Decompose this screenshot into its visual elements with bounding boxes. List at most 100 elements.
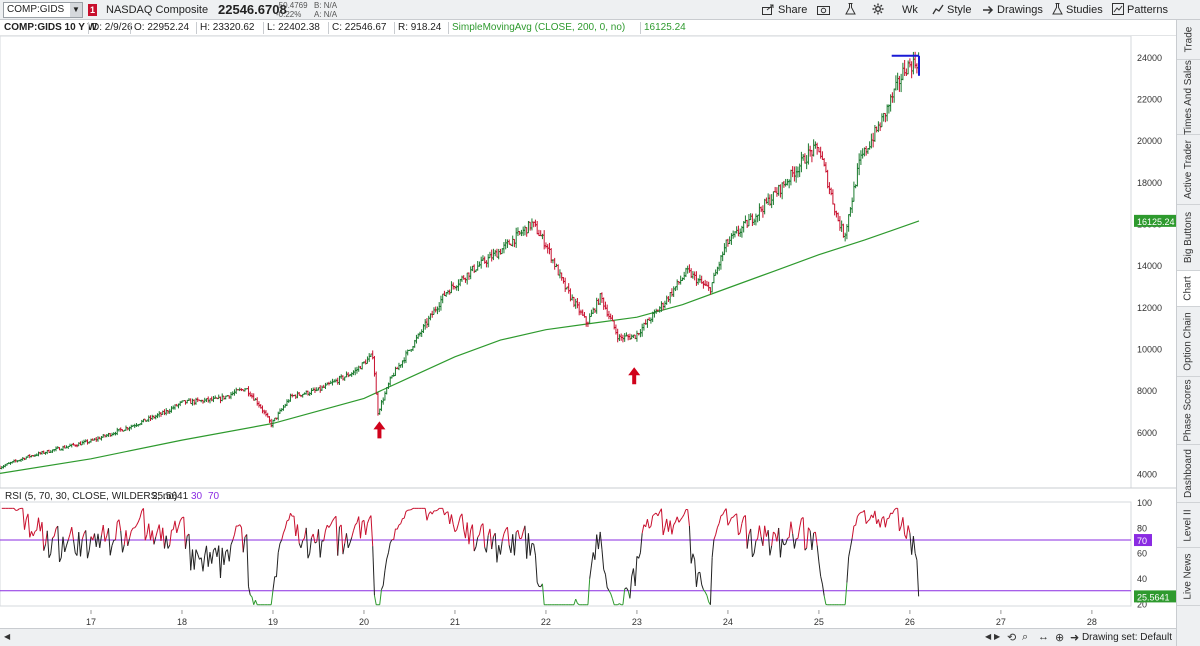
drawings-button[interactable]: Drawings bbox=[982, 0, 1043, 20]
bar-close: C: 22546.67 bbox=[332, 22, 387, 33]
tab-dashboard[interactable]: Dashboard bbox=[1177, 445, 1200, 503]
rsi-segment bbox=[673, 521, 676, 526]
tab-level-ii[interactable]: Level II bbox=[1177, 503, 1200, 548]
rsi-segment bbox=[24, 518, 27, 530]
settings-button[interactable] bbox=[872, 0, 887, 20]
net-change-percent: -0.22% bbox=[276, 10, 302, 19]
chart-area[interactable]: 4000600080001000012000140001600018000200… bbox=[0, 36, 1176, 628]
patterns-button[interactable]: Patterns bbox=[1112, 0, 1168, 20]
rsi-segment bbox=[779, 538, 783, 558]
symbol-input[interactable]: COMP:GIDS ▼ bbox=[3, 2, 83, 18]
tab-live-news[interactable]: Live News bbox=[1177, 548, 1200, 606]
snapshot-button[interactable] bbox=[817, 0, 833, 20]
chart-footer: ◀ ◀ ▶ ⟲ ⌕ ↔ ⊕ ➜ Drawing set: Default bbox=[0, 628, 1176, 646]
rsi-segment bbox=[536, 582, 540, 587]
rsi-segment bbox=[807, 527, 811, 531]
rsi-segment bbox=[232, 534, 235, 541]
arrow-right-icon[interactable]: ➜ bbox=[1070, 632, 1080, 644]
drawings[interactable] bbox=[373, 54, 920, 439]
sma-series bbox=[0, 220, 920, 474]
symbol-dropdown-icon[interactable]: ▼ bbox=[70, 3, 82, 17]
divider bbox=[394, 22, 395, 34]
rsi-segment bbox=[183, 516, 186, 549]
rsi-segment bbox=[475, 537, 479, 548]
rsi-segment bbox=[680, 516, 683, 520]
expand-icon[interactable]: ↔ bbox=[1038, 631, 1049, 643]
rsi-segment bbox=[461, 513, 465, 530]
rsi-segment bbox=[403, 511, 407, 519]
rsi-segment bbox=[478, 525, 482, 535]
bar-range: R: 918.24 bbox=[398, 22, 442, 33]
crosshair-icon[interactable]: ⊕ bbox=[1055, 632, 1065, 644]
flask-button[interactable] bbox=[845, 0, 859, 20]
drawing-set-selector[interactable]: Drawing set: Default bbox=[1081, 632, 1172, 643]
rsi-segment bbox=[660, 508, 664, 535]
rsi-segment bbox=[597, 531, 601, 550]
tab-active-trader[interactable]: Active Trader bbox=[1177, 135, 1200, 205]
rsi-segment bbox=[57, 526, 60, 562]
studies-button[interactable]: Studies bbox=[1052, 0, 1103, 20]
alert-badge[interactable]: 1 bbox=[88, 4, 97, 16]
aggregation-label: Wk bbox=[902, 4, 918, 16]
style-button[interactable]: Style bbox=[932, 0, 971, 20]
rsi-segment bbox=[144, 534, 148, 541]
chart-title[interactable]: COMP:GIDS 10 Y W bbox=[4, 22, 97, 33]
tab-chart[interactable]: Chart bbox=[1177, 271, 1200, 307]
rsi-segment bbox=[806, 527, 809, 548]
rsi-segment bbox=[709, 557, 713, 605]
rsi-segment bbox=[520, 531, 524, 539]
rsi-segment bbox=[188, 533, 192, 571]
rsi-segment bbox=[529, 543, 533, 556]
rsi-segment bbox=[155, 530, 158, 538]
rsi-segment bbox=[205, 545, 209, 567]
rsi-segment bbox=[452, 524, 456, 532]
rsi-study-label[interactable]: RSI (5, 70, 30, CLOSE, WILDERS, no) bbox=[5, 491, 177, 502]
rsi-segment bbox=[912, 536, 916, 554]
reset-icon[interactable]: ⟲ bbox=[1007, 632, 1017, 644]
rsi-segment bbox=[526, 533, 529, 559]
tab-phase-scores[interactable]: Phase Scores bbox=[1177, 377, 1200, 445]
rsi-segment bbox=[107, 528, 111, 556]
tab-trade[interactable]: Trade bbox=[1177, 20, 1200, 60]
rsi-segment bbox=[275, 552, 279, 577]
rsi-segment bbox=[351, 530, 354, 538]
rsi-segment bbox=[76, 532, 80, 556]
rsi-segment bbox=[575, 598, 578, 604]
sma-study-label[interactable]: SimpleMovingAvg (CLOSE, 200, 0, no) bbox=[452, 22, 626, 33]
rsi-segment bbox=[494, 533, 498, 563]
scroll-left-icon[interactable]: ◀ bbox=[4, 632, 11, 641]
drawings-label: Drawings bbox=[997, 4, 1043, 16]
tab-option-chain[interactable]: Option Chain bbox=[1177, 307, 1200, 377]
zoom-icon[interactable]: ⌕ bbox=[1022, 631, 1029, 643]
tab-big-buttons[interactable]: Big Buttons bbox=[1177, 205, 1200, 271]
rsi-segment bbox=[662, 527, 666, 536]
rsi-segment bbox=[499, 541, 503, 555]
rsi-segment bbox=[863, 510, 867, 524]
rsi-segment bbox=[307, 553, 311, 559]
rsi-segment bbox=[608, 590, 612, 594]
share-button[interactable]: Share bbox=[762, 0, 807, 20]
rsi-segment bbox=[410, 507, 414, 511]
tab-times-and-sales[interactable]: Times And Sales bbox=[1177, 60, 1200, 135]
rsi-segment bbox=[233, 525, 237, 535]
rsi-segment bbox=[393, 528, 396, 540]
rsi-segment bbox=[162, 527, 165, 549]
scroll-right-icon[interactable]: ▶ bbox=[994, 632, 1001, 641]
rsi-segment bbox=[286, 519, 289, 522]
rsi-segment bbox=[109, 545, 113, 556]
rsi-segment bbox=[342, 543, 346, 555]
bar-open: O: 22952.24 bbox=[134, 22, 190, 33]
rsi-segment bbox=[503, 529, 507, 534]
divider bbox=[448, 22, 449, 34]
rsi-segment bbox=[622, 588, 626, 605]
rsi-segment bbox=[253, 599, 256, 605]
rsi-segment bbox=[197, 554, 200, 560]
rsi-segment bbox=[725, 508, 729, 526]
up-arrow-icon bbox=[628, 367, 641, 385]
scroll-left-icon[interactable]: ◀ bbox=[985, 632, 992, 641]
rsi-segment bbox=[590, 552, 594, 566]
rsi-segment bbox=[667, 520, 671, 532]
rsi-segment bbox=[104, 535, 108, 542]
aggregation-selector[interactable]: Wk bbox=[902, 0, 918, 20]
rsi-segment bbox=[790, 521, 794, 534]
